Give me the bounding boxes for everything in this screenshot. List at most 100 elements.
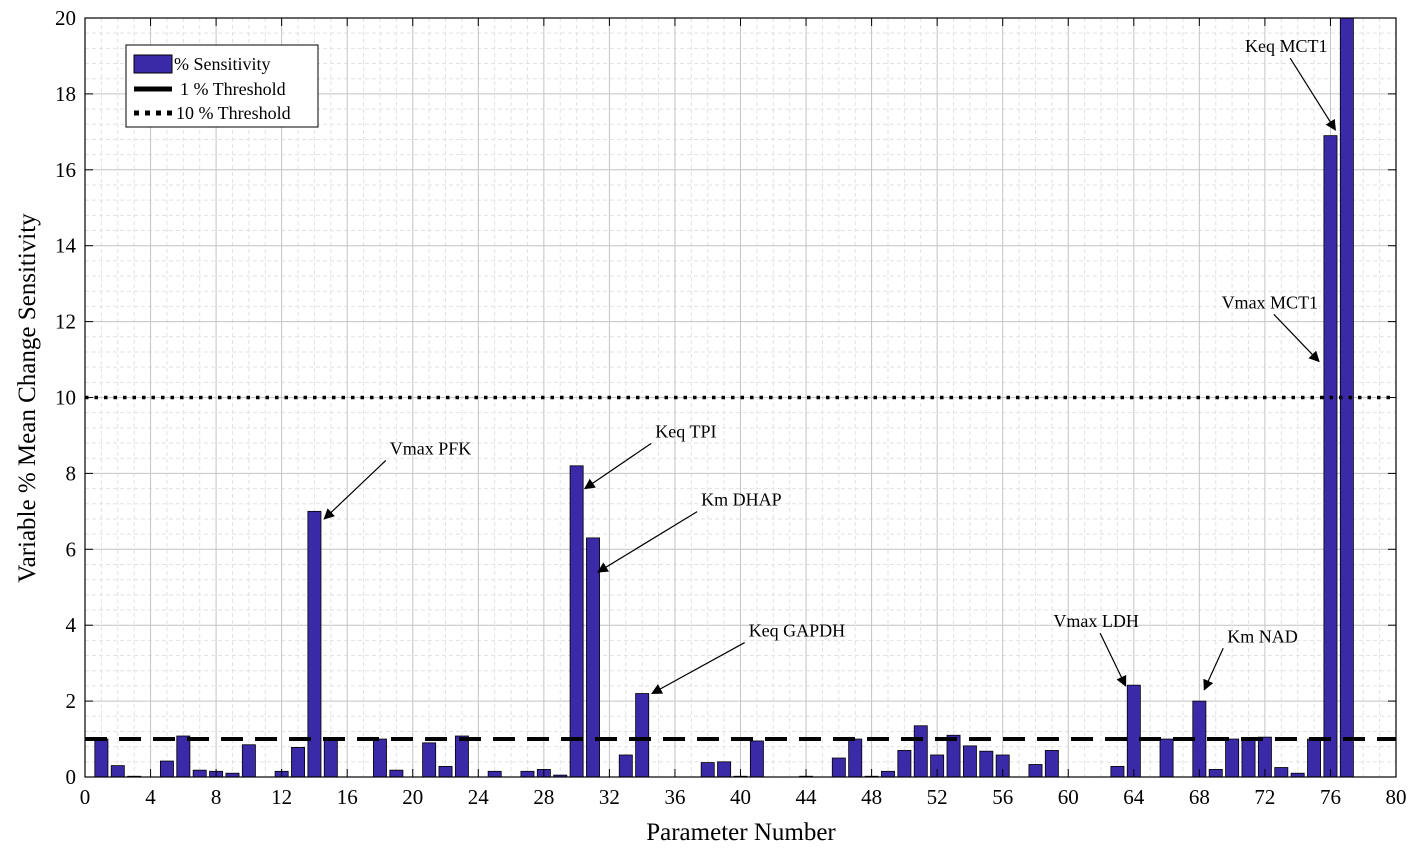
bar [192, 769, 207, 778]
bar [1225, 738, 1240, 778]
x-axis-ticks: 0 4 8 12 16 20 24 28 32 36 40 44 48 52 56 60 64 68 72 76 80 [80, 18, 1407, 809]
bar [1028, 764, 1043, 778]
threshold-lines [85, 395, 1396, 742]
bar [1274, 767, 1289, 778]
bar [176, 735, 191, 778]
bar [389, 769, 404, 778]
bar [979, 750, 994, 778]
y-tick-label: 16 [55, 158, 76, 182]
annotation-label: Vmax PFK [390, 438, 472, 458]
bar [1241, 738, 1256, 778]
y-tick-label: 8 [66, 461, 77, 485]
annotation-arrow [583, 442, 652, 490]
annotation-arrow [323, 459, 387, 520]
y-tick-label: 20 [55, 6, 76, 30]
y-tick-label: 6 [66, 537, 77, 561]
annotation-arrow [651, 642, 745, 695]
legend: % Sensitivity 1 % Threshold 10 % Thresho… [125, 44, 319, 128]
y-tick-label: 0 [66, 765, 77, 789]
bar [94, 738, 109, 778]
x-tick-label: 64 [1123, 785, 1145, 809]
y-tick-label: 10 [55, 386, 76, 410]
legend-label-1pct: 1 % Threshold [180, 79, 286, 99]
x-tick-label: 44 [796, 785, 818, 809]
bar [749, 740, 764, 778]
x-tick-label: 28 [533, 785, 554, 809]
bar [1110, 765, 1125, 778]
bar [1307, 738, 1322, 778]
bar-series [94, 17, 1354, 778]
x-tick-label: 48 [861, 785, 882, 809]
bar [422, 742, 437, 778]
bar [520, 770, 535, 778]
annotation-label: Keq GAPDH [749, 621, 846, 641]
x-tick-label: 12 [271, 785, 292, 809]
bar [831, 757, 846, 778]
bar [946, 734, 961, 778]
bar [897, 750, 912, 778]
annotation-label: Km NAD [1227, 626, 1298, 646]
bar [569, 465, 584, 778]
x-tick-label: 72 [1254, 785, 1275, 809]
x-tick-label: 20 [402, 785, 423, 809]
x-tick-label: 0 [80, 785, 91, 809]
annotation-label: Km DHAP [701, 490, 782, 510]
annotation-label: Vmax LDH [1053, 611, 1138, 631]
x-tick-label: 52 [927, 785, 948, 809]
annotation-label: Keq TPI [655, 421, 716, 441]
x-tick-label: 16 [337, 785, 358, 809]
annotation-label: Vmax MCT1 [1222, 292, 1319, 312]
x-tick-label: 40 [730, 785, 751, 809]
y-tick-label: 14 [55, 234, 77, 258]
bar [700, 762, 715, 778]
bar [848, 738, 863, 778]
bar [454, 735, 469, 778]
annotations: Vmax PFK Keq TPI Km DHAP Keq GAPDH Vmax LDH K… [323, 36, 1336, 695]
x-axis-label: Parameter Number [646, 819, 836, 846]
y-tick-label: 12 [55, 310, 76, 334]
legend-label-10pct: 10 % Threshold [176, 103, 291, 123]
bar [1323, 135, 1338, 778]
bar [1044, 750, 1059, 778]
x-tick-label: 24 [468, 785, 490, 809]
bar [487, 770, 502, 778]
bar [618, 754, 633, 778]
y-axis-ticks: 0 2 4 6 8 10 12 14 16 18 20 [55, 6, 1396, 789]
bar [373, 738, 387, 778]
annotation-arrow [597, 511, 698, 573]
bar [1208, 769, 1223, 778]
x-tick-label: 68 [1189, 785, 1210, 809]
bar [323, 738, 338, 778]
x-tick-label: 56 [992, 785, 1013, 809]
annotation-arrow [1289, 57, 1336, 131]
x-tick-label: 36 [664, 785, 685, 809]
bar [291, 746, 305, 778]
bar [635, 693, 650, 778]
annotation-arrow [1099, 632, 1127, 687]
bar [717, 761, 732, 778]
legend-swatch-bars [133, 54, 173, 74]
legend-label-sensitivity: % Sensitivity [174, 54, 271, 74]
bar [586, 537, 600, 778]
bar [913, 725, 928, 778]
x-tick-label: 60 [1058, 785, 1079, 809]
annotation-label: Keq MCT1 [1245, 36, 1328, 56]
bar [1159, 738, 1174, 778]
x-tick-label: 76 [1320, 785, 1341, 809]
bar [881, 770, 895, 778]
bar [438, 765, 453, 778]
y-axis-label: Variable % Mean Change Sensitivity [14, 213, 41, 583]
bar [1126, 684, 1141, 778]
annotation-arrow [1273, 313, 1320, 363]
x-tick-label: 8 [211, 785, 222, 809]
annotation-arrow [1203, 648, 1224, 691]
x-tick-label: 32 [599, 785, 620, 809]
x-tick-label: 80 [1386, 785, 1407, 809]
y-tick-label: 2 [66, 689, 77, 713]
y-tick-label: 18 [55, 82, 76, 106]
bar [241, 744, 256, 778]
y-tick-label: 4 [66, 613, 77, 637]
bar [110, 765, 125, 778]
bar [962, 745, 977, 778]
